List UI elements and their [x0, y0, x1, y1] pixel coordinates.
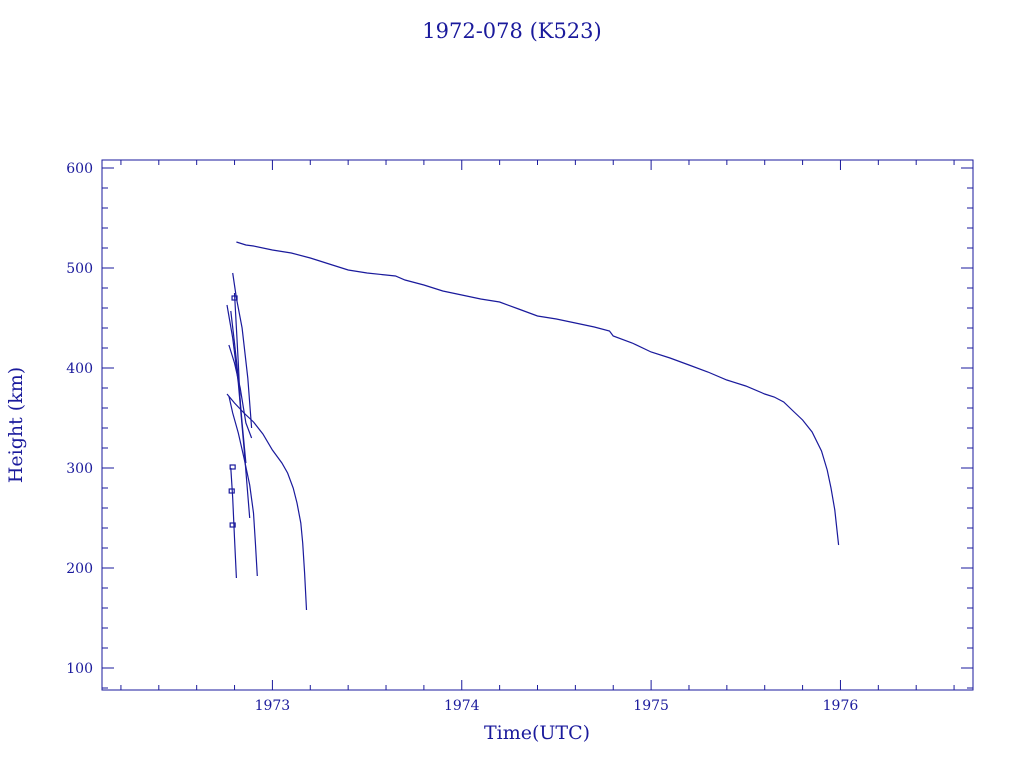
series-line-2 — [226, 393, 308, 611]
series-line-9 — [230, 467, 237, 579]
series-layer — [226, 241, 840, 611]
x-tick-label: 1974 — [444, 698, 480, 714]
ticks-layer: 1973 1974 1975 1976 100 200 300 400 500 600 — [66, 160, 973, 714]
x-tick-label: 1976 — [823, 698, 859, 714]
y-tick-label: 600 — [66, 161, 93, 177]
data-marker — [228, 488, 235, 494]
y-tick-label: 200 — [66, 561, 93, 577]
series-line-6 — [230, 310, 247, 464]
data-marker — [229, 522, 236, 528]
y-axis-label: Height (km) — [5, 367, 27, 483]
y-tick-label: 100 — [66, 661, 93, 677]
series-line-7 — [232, 272, 253, 429]
x-tick-label: 1975 — [633, 698, 669, 714]
series-line-4 — [226, 304, 251, 519]
x-axis-label: Time(UTC) — [484, 722, 590, 744]
chart-title: 1972-078 (K523) — [422, 19, 601, 43]
data-marker — [229, 464, 236, 470]
markers-layer — [228, 295, 238, 528]
data-marker — [231, 295, 238, 301]
series-line-5 — [228, 344, 253, 439]
y-tick-label: 400 — [66, 361, 93, 377]
series-line-8 — [233, 292, 241, 404]
plot-frame — [101, 159, 974, 691]
y-tick-label: 300 — [66, 461, 93, 477]
y-tick-label: 500 — [66, 261, 93, 277]
x-tick-label: 1973 — [255, 698, 291, 714]
series-line-1 — [236, 241, 840, 546]
series-line-3 — [228, 395, 258, 577]
